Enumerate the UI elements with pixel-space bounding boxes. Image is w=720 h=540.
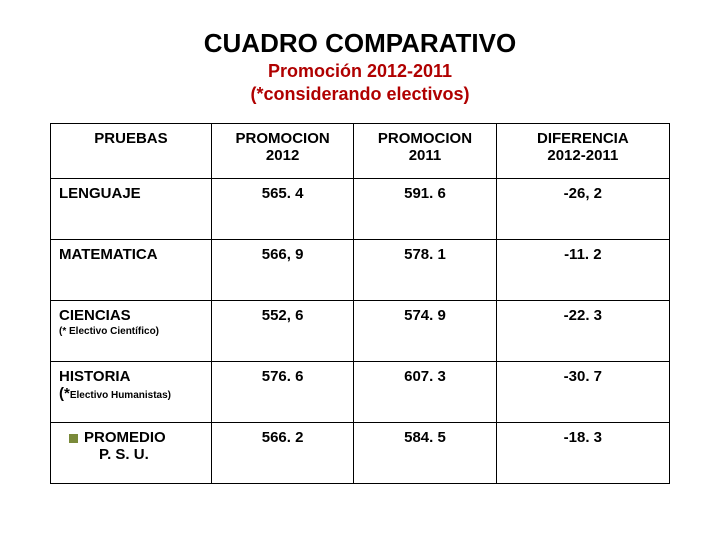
cell-value: -11. 2 [496,240,669,301]
table-row-promedio: PROMEDIO P. S. U. 566. 2 584. 5 -18. 3 [51,423,670,484]
comparison-table: PRUEBAS PROMOCION 2012 PROMOCION 2011 DI… [50,123,670,484]
row-label-ciencias: CIENCIAS (* Electivo Científico) [51,301,212,362]
cell-value: 591. 6 [354,179,496,240]
cell-value: 552, 6 [211,301,353,362]
table-row: CIENCIAS (* Electivo Científico) 552, 6 … [51,301,670,362]
cell-value: -18. 3 [496,423,669,484]
table-header-row: PRUEBAS PROMOCION 2012 PROMOCION 2011 DI… [51,124,670,179]
row-label-matematica: MATEMATICA [51,240,212,301]
row-label-promedio: PROMEDIO P. S. U. [51,423,212,484]
header-promocion-2012: PROMOCION 2012 [211,124,353,179]
cell-value: 565. 4 [211,179,353,240]
subtitle-line-2: (*considerando electivos) [50,84,670,105]
label-note-prefix: (* [59,385,70,402]
bullet-icon [69,434,78,443]
label-note: (* Electivo Científico) [59,326,203,337]
cell-value: 584. 5 [354,423,496,484]
row-label-lenguaje: LENGUAJE [51,179,212,240]
cell-value: 566, 9 [211,240,353,301]
label-text: HISTORIA [59,368,130,385]
header-text: 2011 [409,147,442,164]
table-row: HISTORIA (*Electivo Humanistas) 576. 6 6… [51,362,670,423]
header-diferencia: DIFERENCIA 2012-2011 [496,124,669,179]
header-text: DIFERENCIA [537,130,629,147]
cell-value: 578. 1 [354,240,496,301]
label-text: PROMEDIO [84,429,166,446]
row-label-historia: HISTORIA (*Electivo Humanistas) [51,362,212,423]
page-title: CUADRO COMPARATIVO [50,28,670,59]
header-text: PROMOCION [236,130,330,147]
cell-value: -30. 7 [496,362,669,423]
cell-value: -26, 2 [496,179,669,240]
label-text: P. S. U. [69,446,149,463]
header-text: 2012-2011 [547,147,618,164]
subtitle-line-1: Promoción 2012-2011 [50,61,670,82]
table-row: LENGUAJE 565. 4 591. 6 -26, 2 [51,179,670,240]
cell-value: 607. 3 [354,362,496,423]
cell-value: 566. 2 [211,423,353,484]
header-text: PROMOCION [378,130,472,147]
label-text: CIENCIAS [59,307,131,324]
header-text: 2012 [266,147,299,164]
slide: CUADRO COMPARATIVO Promoción 2012-2011 (… [0,0,720,540]
label-note: Electivo Humanistas) [70,390,171,401]
table-row: MATEMATICA 566, 9 578. 1 -11. 2 [51,240,670,301]
header-promocion-2011: PROMOCION 2011 [354,124,496,179]
cell-value: -22. 3 [496,301,669,362]
cell-value: 576. 6 [211,362,353,423]
header-pruebas: PRUEBAS [51,124,212,179]
cell-value: 574. 9 [354,301,496,362]
